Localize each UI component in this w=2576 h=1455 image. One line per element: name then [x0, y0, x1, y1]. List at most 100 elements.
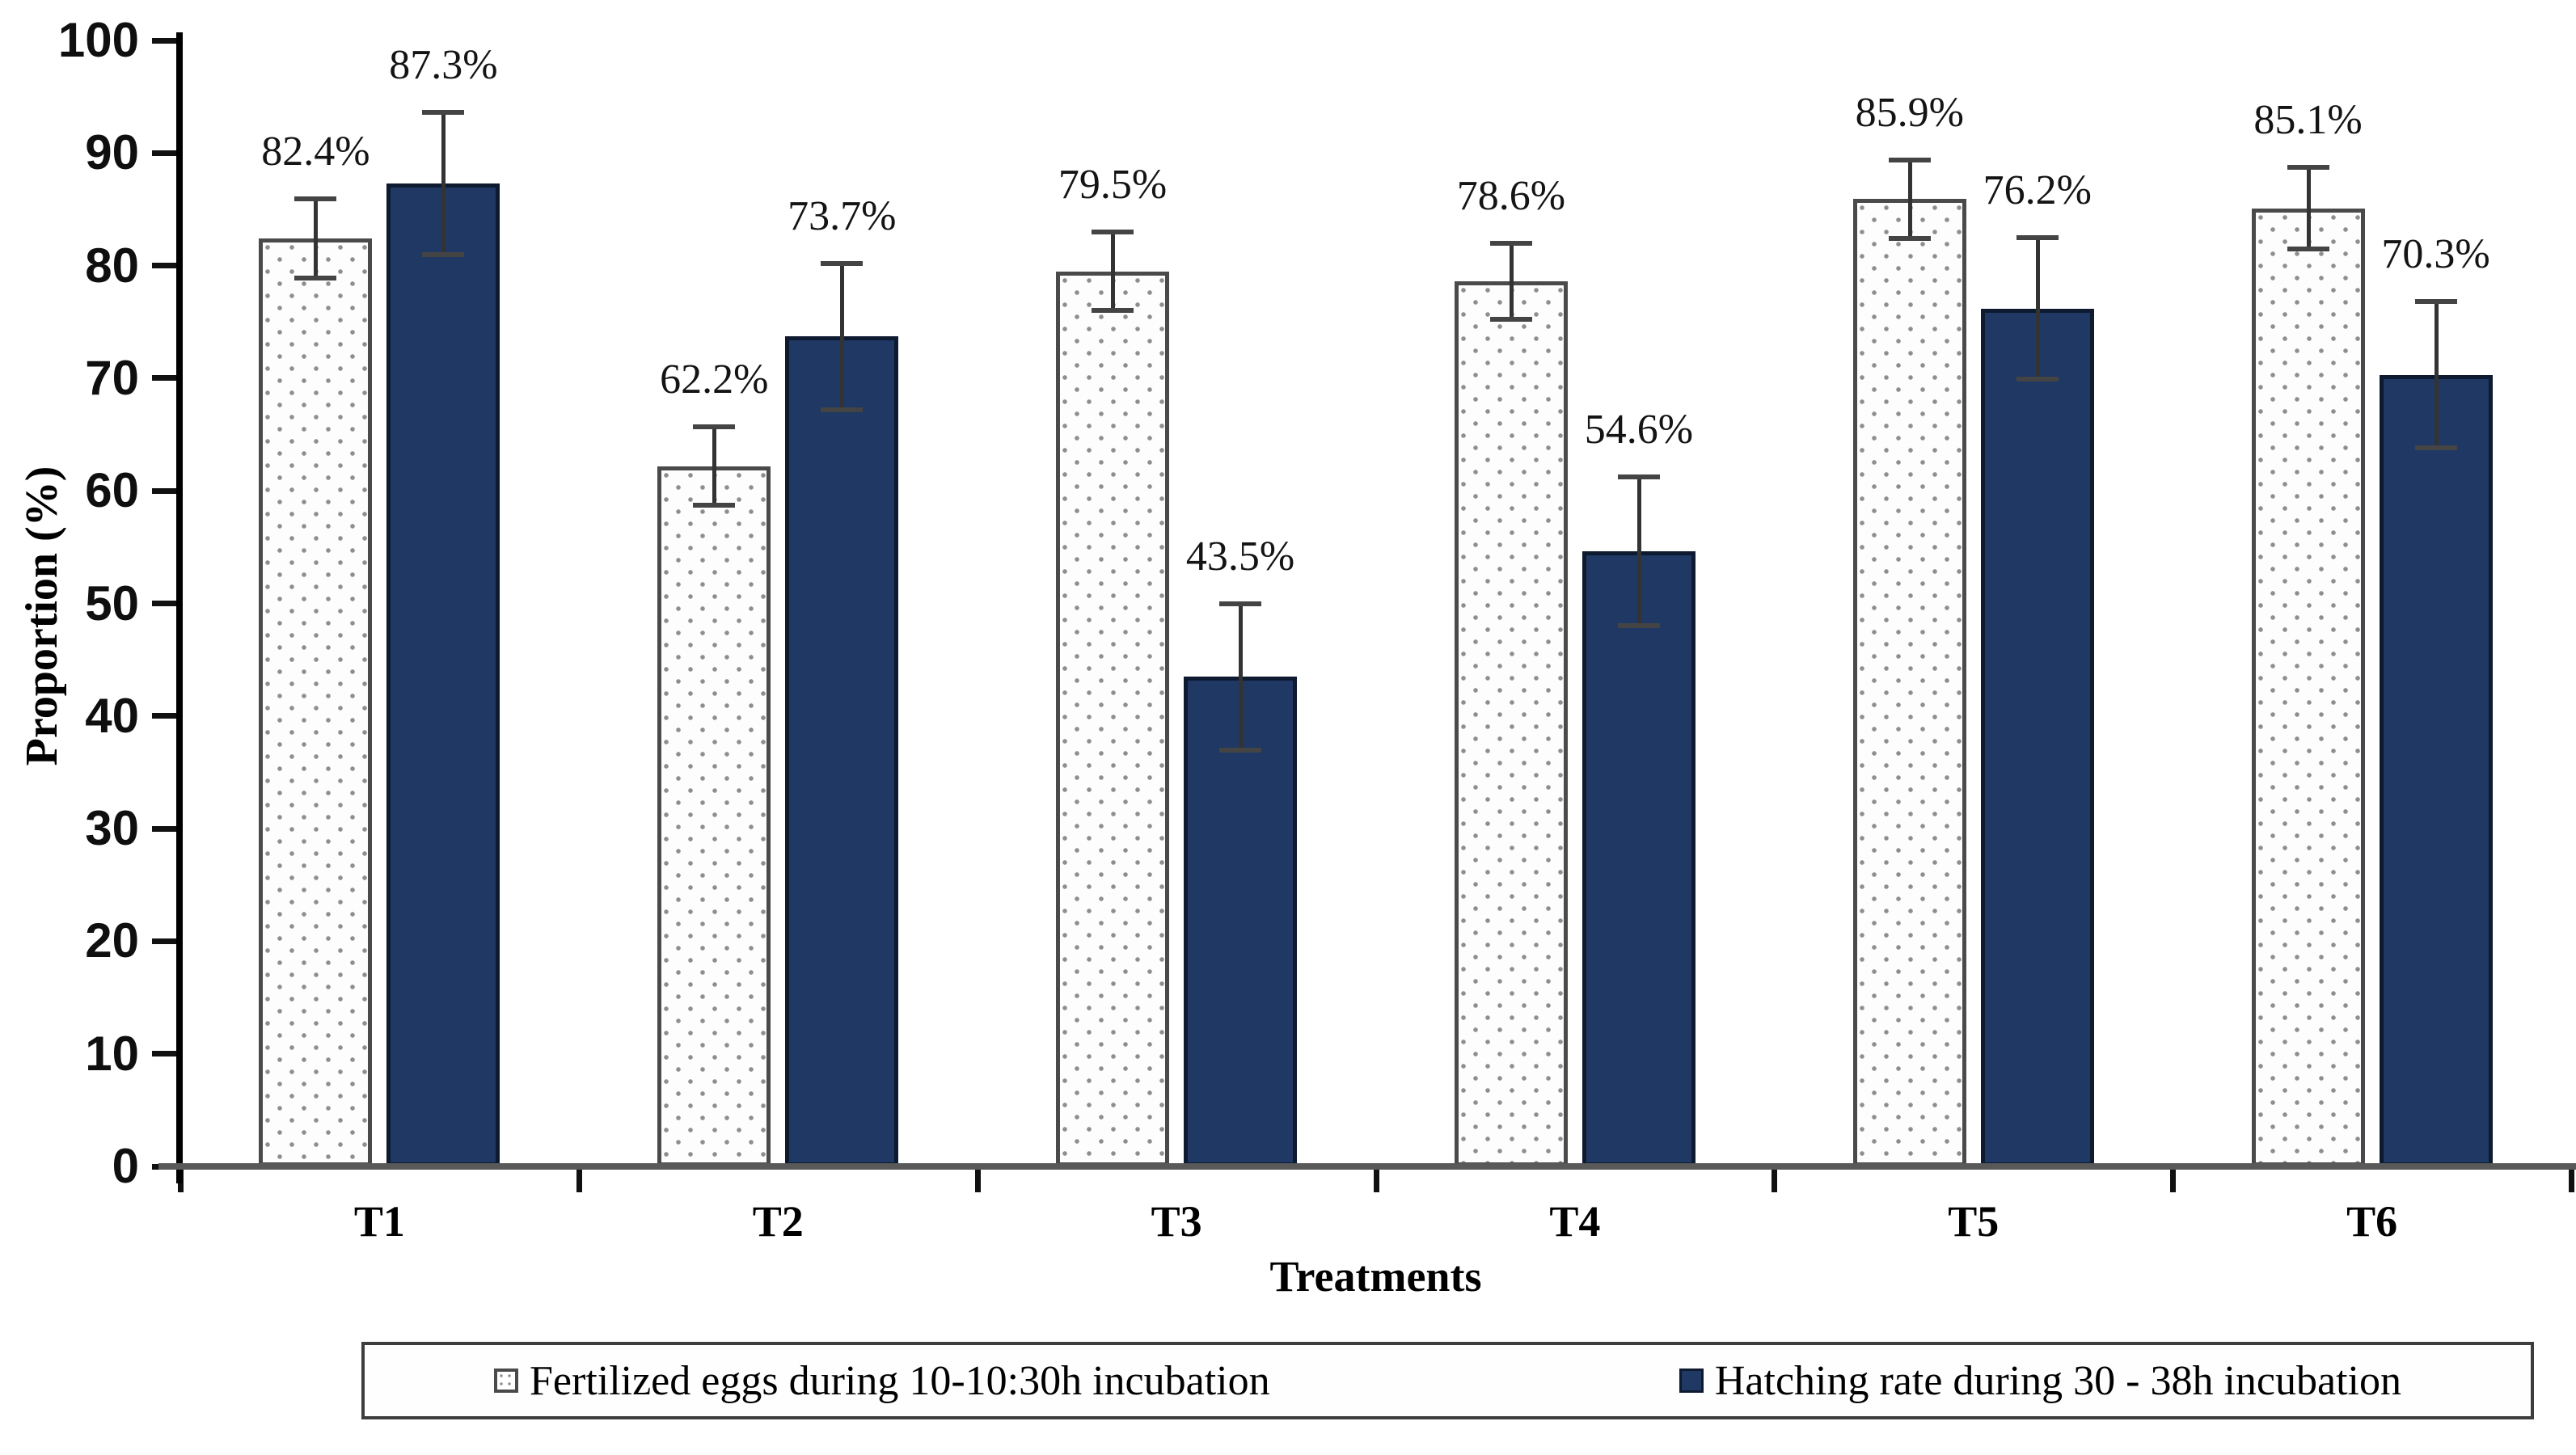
error-bar-line [1239, 603, 1244, 750]
bar-T3-series1 [1056, 271, 1170, 1166]
error-bar-cap-bottom [2287, 246, 2329, 251]
legend: Fertilized eggs during 10-10:30h incubat… [361, 1342, 2534, 1419]
y-tick [152, 150, 179, 156]
x-axis-title: Treatments [1269, 1252, 1482, 1301]
bar-T1-series1 [259, 238, 373, 1166]
x-category-label-T3: T3 [1151, 1197, 1202, 1246]
bar-T2-series2 [785, 336, 899, 1166]
error-bar-cap-top [821, 260, 864, 266]
y-tick [152, 1051, 179, 1057]
error-bar-cap-bottom [693, 503, 736, 508]
value-label-T5-series1: 85.9% [1855, 89, 1964, 136]
bar-T5-series2 [1980, 308, 2094, 1166]
y-tick [152, 713, 179, 719]
value-label-T2-series1: 62.2% [660, 356, 769, 403]
y-tick [152, 37, 179, 44]
error-bar-line [1907, 159, 1912, 239]
y-tick-label-20: 20 [85, 913, 139, 968]
x-category-label-T6: T6 [2346, 1197, 2398, 1246]
error-bar-cap-top [2414, 299, 2457, 305]
error-bar-cap-top [2287, 165, 2329, 171]
error-bar-line [1111, 231, 1116, 311]
y-tick-label-0: 0 [112, 1139, 139, 1193]
x-category-label-T5: T5 [1948, 1197, 2000, 1246]
x-category-label-T1: T1 [353, 1197, 405, 1246]
legend-item-fertilized-eggs: Fertilized eggs during 10-10:30h incubat… [494, 1357, 1270, 1405]
bar-T4-series2 [1581, 551, 1696, 1166]
error-bar-line [441, 112, 446, 255]
bar-T1-series2 [386, 183, 500, 1166]
error-bar-line [840, 263, 845, 410]
y-tick-label-80: 80 [85, 238, 139, 293]
error-bar-cap-bottom [1888, 236, 1931, 242]
y-tick [152, 263, 179, 269]
x-tick [974, 1170, 981, 1192]
y-tick [152, 825, 179, 832]
error-bar-line [1509, 242, 1514, 320]
error-bar-cap-bottom [1489, 317, 1532, 323]
legend-item-hatching-rate: Hatching rate during 30 - 38h incubation [1679, 1357, 2401, 1405]
y-tick-label-90: 90 [85, 125, 139, 180]
bar-T6-series1 [2251, 208, 2365, 1166]
error-bar-cap-top [1092, 229, 1134, 234]
y-tick-label-100: 100 [57, 13, 139, 67]
error-bar-cap-bottom [2414, 445, 2457, 451]
x-tick [576, 1170, 582, 1192]
y-tick [152, 938, 179, 944]
legend-label-fertilized-eggs: Fertilized eggs during 10-10:30h incubat… [530, 1357, 1270, 1404]
y-tick [152, 601, 179, 606]
value-label-T6-series1: 85.1% [2253, 97, 2363, 144]
error-bar-line [712, 426, 717, 506]
value-label-T3-series2: 43.5% [1185, 533, 1295, 580]
x-tick [1373, 1170, 1379, 1192]
bar-T6-series2 [2379, 374, 2493, 1166]
legend-label-hatching-rate: Hatching rate during 30 - 38h incubation [1714, 1357, 2401, 1404]
error-bar-cap-top [422, 110, 465, 116]
y-tick-label-10: 10 [85, 1026, 139, 1081]
error-bar-cap-top [693, 424, 736, 429]
y-tick-label-50: 50 [85, 576, 139, 630]
x-tick [2170, 1170, 2177, 1192]
error-bar-line [314, 199, 319, 278]
value-label-T4-series2: 54.6% [1584, 407, 1694, 453]
error-bar-cap-bottom [422, 251, 465, 257]
value-label-T2-series2: 73.7% [788, 192, 897, 239]
x-tick [1772, 1170, 1778, 1192]
error-bar-cap-bottom [1617, 623, 1660, 629]
error-bar-cap-top [1888, 157, 1931, 162]
error-bar-cap-top [1219, 601, 1262, 606]
legend-swatch-hatching-rate [1679, 1369, 1704, 1393]
y-tick [152, 375, 179, 382]
bar-T5-series1 [1852, 199, 1966, 1166]
x-axis-line [158, 1163, 2576, 1170]
error-bar-line [1636, 477, 1641, 626]
x-category-label-T2: T2 [752, 1197, 804, 1246]
y-tick [152, 487, 179, 494]
error-bar-line [2306, 167, 2311, 249]
value-label-T3-series1: 79.5% [1058, 161, 1168, 208]
y-tick-label-70: 70 [85, 350, 139, 405]
error-bar-cap-bottom [821, 407, 864, 412]
x-category-label-T4: T4 [1549, 1197, 1601, 1246]
error-bar-cap-bottom [1219, 747, 1262, 753]
y-axis-line [176, 32, 183, 1183]
error-bar-line [2434, 302, 2439, 449]
value-label-T1-series1: 82.4% [261, 129, 370, 175]
value-label-T5-series2: 76.2% [1983, 167, 2092, 213]
error-bar-cap-top [1617, 474, 1660, 480]
value-label-T1-series2: 87.3% [389, 42, 498, 89]
y-tick-label-30: 30 [85, 801, 139, 856]
y-tick-label-40: 40 [85, 688, 139, 743]
error-bar-cap-top [1489, 240, 1532, 246]
x-tick [2569, 1170, 2574, 1192]
error-bar-line [2035, 237, 2040, 380]
y-tick-label-60: 60 [85, 463, 139, 518]
error-bar-cap-bottom [2016, 377, 2059, 382]
error-bar-cap-bottom [294, 275, 337, 280]
error-bar-cap-top [294, 196, 337, 202]
bar-T2-series1 [657, 466, 771, 1166]
value-label-T4-series1: 78.6% [1456, 172, 1566, 219]
legend-swatch-fertilized-eggs [494, 1369, 518, 1393]
